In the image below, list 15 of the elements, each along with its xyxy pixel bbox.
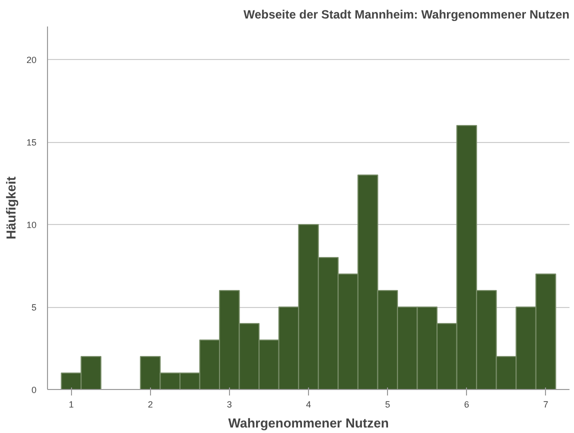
x-tick-label: 5	[385, 400, 390, 410]
x-tick-label: 4	[306, 400, 312, 410]
x-axis-title: Wahrgenommener Nutzen	[228, 416, 389, 430]
x-tick-label: 7	[543, 400, 548, 410]
x-tick-label: 3	[226, 400, 232, 410]
y-tick-label: 5	[31, 302, 37, 312]
y-tick-label: 10	[26, 220, 37, 230]
y-tick-label: 15	[26, 138, 37, 148]
chart-title: Webseite der Stadt Mannheim: Wahrgenommener Nutzen	[243, 8, 570, 22]
y-tick-label: 20	[26, 55, 37, 65]
y-axis-title: Häufigkeit	[3, 176, 18, 240]
x-tick-label: 1	[68, 400, 74, 410]
x-tick-label: 6	[464, 400, 470, 410]
y-tick-label: 0	[31, 385, 37, 395]
x-tick-label: 2	[148, 400, 153, 410]
